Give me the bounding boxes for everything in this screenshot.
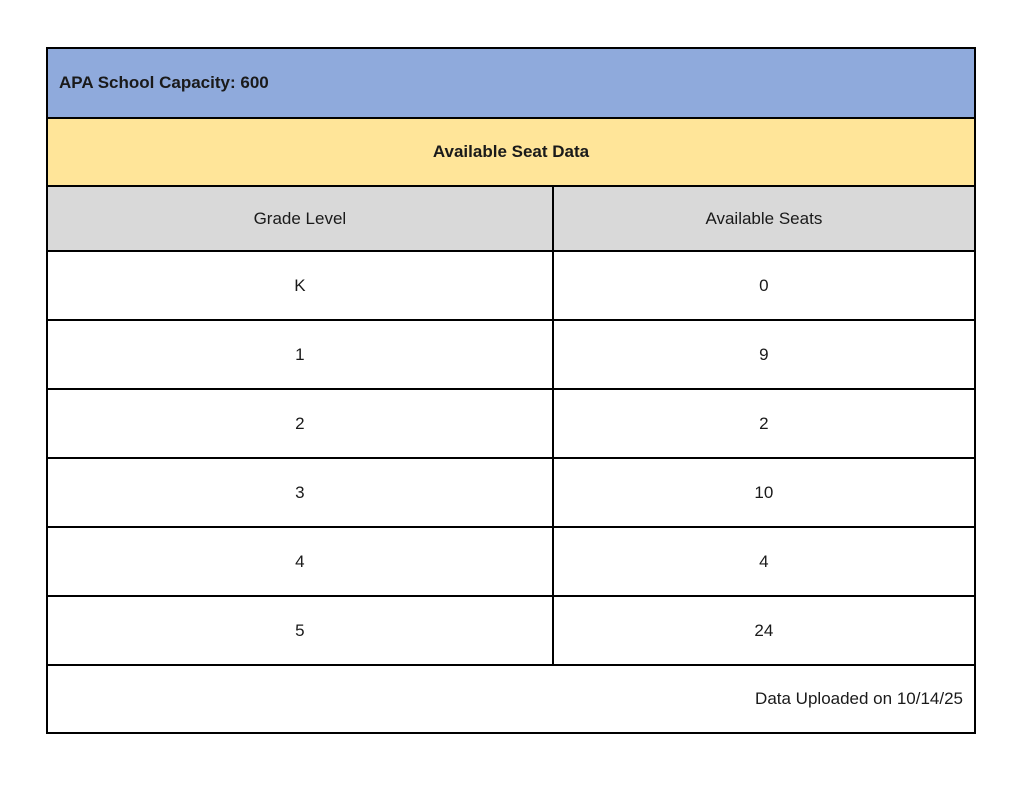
capacity-header: APA School Capacity: 600 (46, 47, 976, 119)
available-seats-cell: 2 (551, 388, 977, 459)
table-row: K 0 (46, 250, 977, 321)
footer-note: Data Uploaded on 10/14/25 (46, 664, 976, 734)
grade-level-cell: 5 (46, 595, 554, 666)
grade-level-cell: K (46, 250, 554, 321)
grade-level-cell: 3 (46, 457, 554, 528)
table-title: Available Seat Data (46, 117, 976, 187)
footer-row: Data Uploaded on 10/14/25 (46, 664, 976, 734)
table-row: 4 4 (46, 526, 977, 597)
column-header-available-seats: Available Seats (551, 185, 977, 252)
available-seats-cell: 10 (551, 457, 977, 528)
column-header-row: Grade Level Available Seats (46, 185, 977, 252)
available-seats-cell: 9 (551, 319, 977, 390)
available-seats-cell: 24 (551, 595, 977, 666)
available-seats-cell: 4 (551, 526, 977, 597)
capacity-header-row: APA School Capacity: 600 (46, 47, 976, 119)
column-header-grade-level: Grade Level (46, 185, 554, 252)
table-row: 5 24 (46, 595, 977, 666)
table-row: 2 2 (46, 388, 977, 459)
table-row: 3 10 (46, 457, 977, 528)
grade-level-cell: 4 (46, 526, 554, 597)
available-seat-table: APA School Capacity: 600 Available Seat … (46, 47, 977, 734)
grade-level-cell: 1 (46, 319, 554, 390)
table-row: 1 9 (46, 319, 977, 390)
grade-level-cell: 2 (46, 388, 554, 459)
title-row: Available Seat Data (46, 117, 976, 187)
available-seats-cell: 0 (551, 250, 977, 321)
